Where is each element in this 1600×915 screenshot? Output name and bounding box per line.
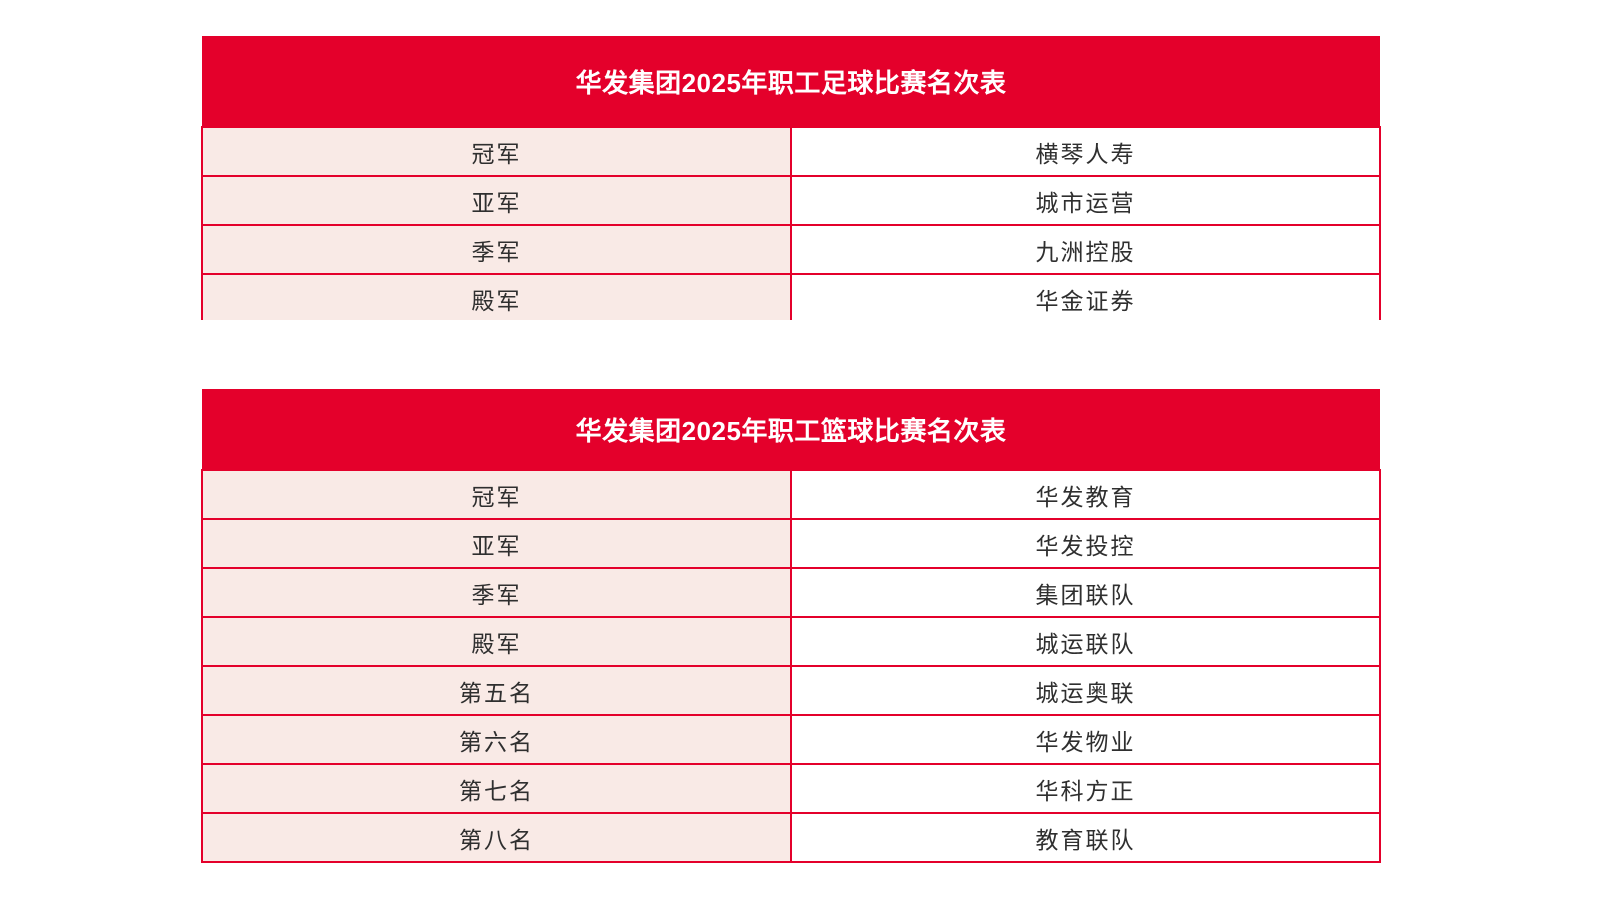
team-name: 华科方正 [790, 763, 1381, 814]
basketball-table-title: 华发集团2025年职工篮球比赛名次表 [202, 389, 1380, 470]
rank-label: 殿军 [201, 616, 792, 667]
team-name: 集团联队 [790, 567, 1381, 618]
table-separator-gap [201, 320, 1381, 388]
team-name: 城运奥联 [790, 665, 1381, 716]
team-name: 华发教育 [790, 469, 1381, 520]
rank-label: 亚军 [201, 518, 792, 569]
team-name: 华金证券 [790, 273, 1381, 324]
team-name: 城运联队 [790, 616, 1381, 667]
rank-label: 季军 [201, 567, 792, 618]
table-row: 第七名 华科方正 [201, 763, 1381, 814]
table-row: 季军 集团联队 [201, 567, 1381, 618]
team-name: 九洲控股 [790, 224, 1381, 275]
rank-label: 季军 [201, 224, 792, 275]
table-row: 亚军 华发投控 [201, 518, 1381, 569]
rank-label: 冠军 [201, 469, 792, 520]
team-name: 华发物业 [790, 714, 1381, 765]
team-name: 城市运营 [790, 175, 1381, 226]
rank-label: 殿军 [201, 273, 792, 324]
rank-label: 亚军 [201, 175, 792, 226]
team-name: 华发投控 [790, 518, 1381, 569]
table-row: 第八名 教育联队 [201, 812, 1381, 863]
football-ranking-table: 华发集团2025年职工足球比赛名次表 冠军 横琴人寿 亚军 城市运营 季军 九洲… [201, 36, 1381, 324]
table-row: 冠军 华发教育 [201, 469, 1381, 520]
table-row: 第六名 华发物业 [201, 714, 1381, 765]
basketball-table-body: 冠军 华发教育 亚军 华发投控 季军 集团联队 殿军 城运联队 第五名 城运奥联… [201, 469, 1381, 863]
football-title-row: 华发集团2025年职工足球比赛名次表 [202, 36, 1380, 127]
table-row: 殿军 华金证券 [201, 273, 1381, 324]
table-row: 亚军 城市运营 [201, 175, 1381, 226]
table-row: 季军 九洲控股 [201, 224, 1381, 275]
football-table-body: 冠军 横琴人寿 亚军 城市运营 季军 九洲控股 殿军 华金证券 [201, 126, 1381, 324]
rank-label: 第五名 [201, 665, 792, 716]
football-table-title: 华发集团2025年职工足球比赛名次表 [202, 36, 1380, 127]
basketball-ranking-table: 华发集团2025年职工篮球比赛名次表 冠军 华发教育 亚军 华发投控 季军 集团… [201, 389, 1381, 863]
rank-label: 冠军 [201, 126, 792, 177]
team-name: 教育联队 [790, 812, 1381, 863]
table-row: 殿军 城运联队 [201, 616, 1381, 667]
table-row: 冠军 横琴人寿 [201, 126, 1381, 177]
rank-label: 第七名 [201, 763, 792, 814]
basketball-title-row: 华发集团2025年职工篮球比赛名次表 [202, 389, 1380, 470]
basketball-table-head: 华发集团2025年职工篮球比赛名次表 [202, 389, 1380, 470]
rank-label: 第六名 [201, 714, 792, 765]
football-table-head: 华发集团2025年职工足球比赛名次表 [202, 36, 1380, 127]
team-name: 横琴人寿 [790, 126, 1381, 177]
table-row: 第五名 城运奥联 [201, 665, 1381, 716]
rank-label: 第八名 [201, 812, 792, 863]
